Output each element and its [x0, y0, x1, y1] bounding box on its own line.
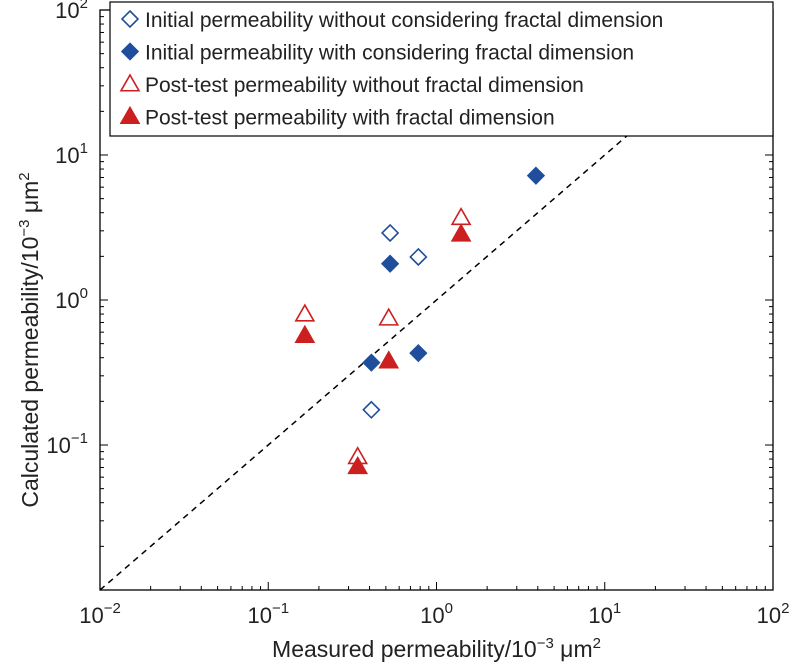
x-tick-label: 10−1: [247, 600, 289, 628]
data-point-series-2: [409, 344, 428, 363]
y-tick-label: 10−1: [46, 430, 88, 458]
data-point-series-4: [294, 324, 316, 343]
x-tick-label: 100: [420, 600, 453, 628]
legend-marker-series-1: [120, 9, 140, 29]
x-tick-label: 10−2: [79, 600, 121, 628]
legend-marker-series-4: [119, 105, 141, 125]
legend: Initial permeability without considering…: [109, 1, 774, 137]
x-axis-title: Measured permeability/10−3 μm2: [272, 635, 601, 662]
x-tick-label: 101: [588, 600, 621, 628]
data-point-series-1: [409, 247, 428, 267]
data-point-series-2: [380, 254, 400, 273]
data-point-series-4: [450, 223, 472, 242]
legend-box: [109, 1, 774, 137]
data-point-series-3: [378, 307, 400, 326]
data-point-series-3: [450, 206, 472, 226]
y-tick-label: 101: [55, 140, 88, 168]
y-axis-title: Calculated permeability/10−3 μm2: [16, 172, 43, 507]
y-tick-label: 102: [55, 0, 88, 23]
data-point-series-1: [362, 400, 381, 419]
data-point-series-4: [378, 350, 400, 369]
legend-label: Post-test permeability with fractal dime…: [145, 107, 555, 130]
legend-marker-series-3: [119, 73, 141, 92]
legend-label: Post-test permeability without fractal d…: [145, 74, 584, 97]
legend-marker-series-2: [120, 42, 140, 61]
y-tick-label: 100: [55, 285, 88, 313]
data-point-series-3: [294, 303, 316, 322]
data-point-series-1: [380, 223, 400, 243]
legend-label: Initial permeability without considering…: [145, 9, 663, 32]
data-point-series-2: [362, 353, 381, 372]
data-point-series-4: [347, 455, 369, 475]
data-point-series-2: [526, 166, 546, 185]
x-tick-label: 102: [757, 600, 790, 628]
legend-label: Initial permeability with considering fr…: [145, 42, 634, 65]
